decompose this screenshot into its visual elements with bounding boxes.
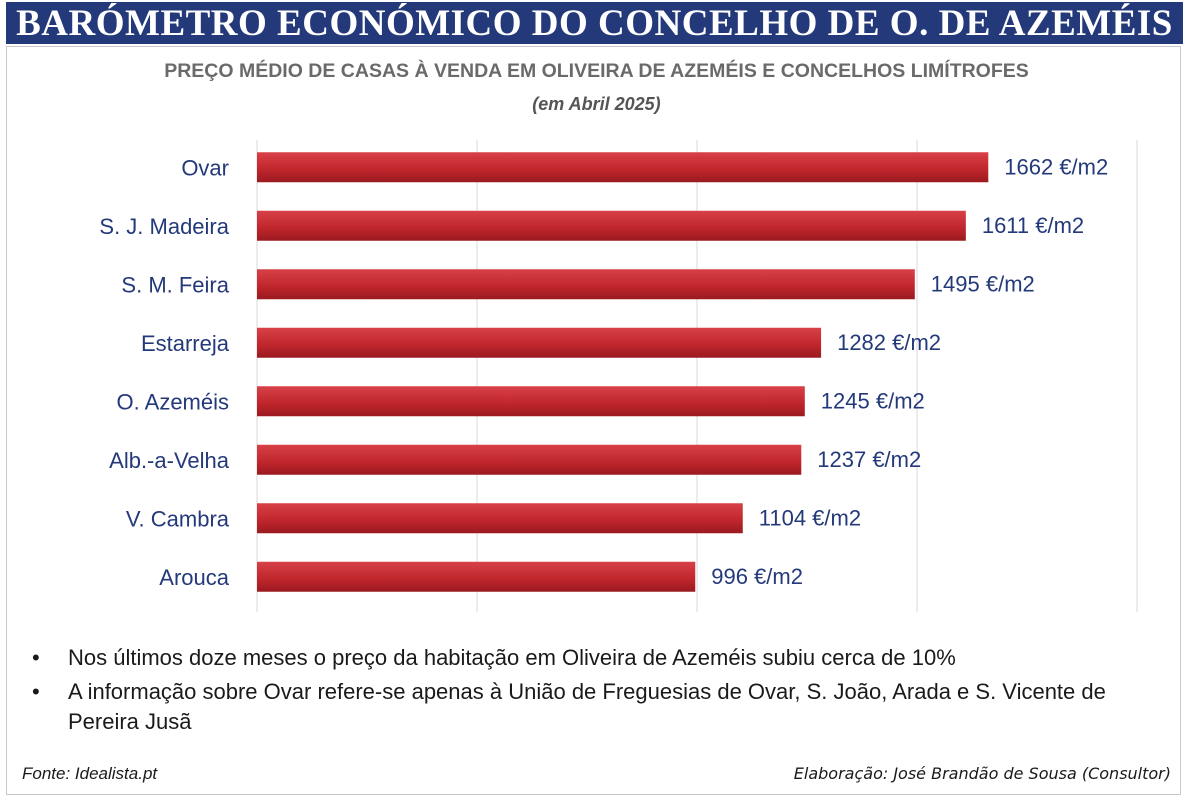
category-label: O. Azeméis: [117, 389, 229, 414]
category-label: Ovar: [181, 155, 229, 180]
bar: [257, 327, 822, 358]
chart-subtitle: (em Abril 2025): [532, 94, 661, 114]
banner-title: BARÓMETRO ECONÓMICO DO CONCELHO DE O. DE…: [6, 2, 1183, 44]
bullet-icon: •: [32, 645, 40, 670]
data-label: 1282 €/m2: [837, 330, 941, 355]
category-label: S. J. Madeira: [99, 214, 229, 239]
data-label: 1237 €/m2: [817, 447, 921, 472]
bar: [257, 210, 966, 241]
data-label: 996 €/m2: [711, 564, 803, 589]
author-credit: Elaboração: José Brandão de Sousa (Consu…: [793, 764, 1171, 783]
notes-list: • Nos últimos doze meses o preço da habi…: [22, 643, 1182, 741]
data-label: 1662 €/m2: [1004, 154, 1108, 179]
data-label: 1245 €/m2: [821, 388, 925, 413]
note-text: A informação sobre Ovar refere-se apenas…: [68, 679, 1106, 734]
bar: [257, 503, 743, 534]
data-label: 1495 €/m2: [931, 271, 1035, 296]
content-frame: [6, 46, 1181, 795]
category-label: V. Cambra: [126, 506, 230, 531]
source-credit: Fonte: Idealista.pt: [22, 764, 158, 783]
bar: [257, 386, 805, 417]
category-label: Arouca: [159, 565, 229, 590]
category-label: Estarreja: [141, 331, 230, 356]
note-item: • Nos últimos doze meses o preço da habi…: [22, 643, 1182, 673]
chart-title: PREÇO MÉDIO DE CASAS À VENDA EM OLIVEIRA…: [164, 60, 1029, 82]
note-item: • A informação sobre Ovar refere-se apen…: [22, 677, 1182, 737]
note-text: Nos últimos doze meses o preço da habita…: [68, 645, 956, 670]
bar: [257, 152, 989, 183]
data-label: 1611 €/m2: [982, 213, 1084, 238]
bar: [257, 444, 802, 475]
category-label: S. M. Feira: [121, 272, 229, 297]
bar: [257, 561, 696, 592]
bar: [257, 269, 915, 300]
bullet-icon: •: [32, 679, 40, 704]
category-label: Alb.-a-Velha: [109, 448, 230, 473]
data-label: 1104 €/m2: [759, 505, 861, 530]
